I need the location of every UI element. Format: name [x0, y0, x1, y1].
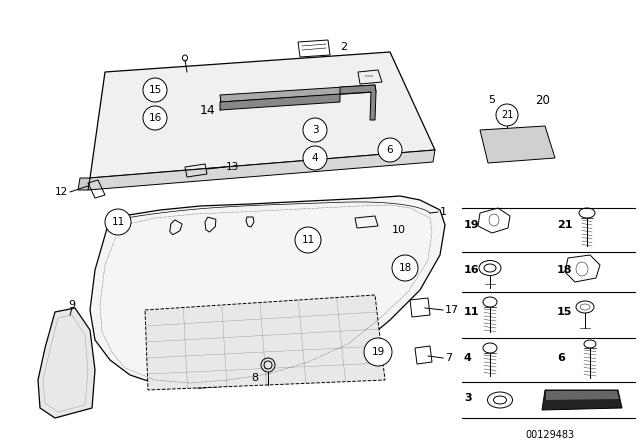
Circle shape [143, 106, 167, 130]
Text: 21: 21 [501, 110, 513, 120]
Text: 20: 20 [535, 94, 550, 107]
Text: 16: 16 [464, 265, 479, 275]
Text: 17: 17 [445, 305, 459, 315]
Text: 15: 15 [557, 307, 572, 317]
Text: 18: 18 [398, 263, 412, 273]
Text: 13: 13 [226, 162, 239, 172]
Text: 8: 8 [251, 373, 258, 383]
Polygon shape [220, 85, 376, 102]
Text: 3: 3 [464, 393, 472, 403]
Text: 5: 5 [488, 95, 495, 105]
Text: 3: 3 [312, 125, 318, 135]
Circle shape [378, 138, 402, 162]
Polygon shape [145, 295, 385, 390]
Polygon shape [340, 85, 376, 120]
Polygon shape [78, 178, 90, 190]
Circle shape [392, 255, 418, 281]
Text: 9: 9 [68, 300, 76, 310]
Text: 19: 19 [371, 347, 385, 357]
Polygon shape [480, 126, 555, 163]
Text: 11: 11 [464, 307, 479, 317]
Text: 1: 1 [440, 207, 447, 217]
Circle shape [496, 104, 518, 126]
Text: 12: 12 [55, 187, 68, 197]
Polygon shape [90, 52, 435, 178]
Text: 7: 7 [445, 353, 452, 363]
Circle shape [303, 146, 327, 170]
Text: 11: 11 [301, 235, 315, 245]
Text: 6: 6 [387, 145, 394, 155]
Circle shape [295, 227, 321, 253]
Polygon shape [88, 150, 435, 190]
Polygon shape [546, 391, 619, 400]
Text: 2: 2 [340, 42, 347, 52]
Text: 11: 11 [111, 217, 125, 227]
Circle shape [303, 118, 327, 142]
Circle shape [143, 78, 167, 102]
Text: 16: 16 [148, 113, 162, 123]
Text: 19: 19 [464, 220, 479, 230]
Circle shape [105, 209, 131, 235]
Text: 4: 4 [312, 153, 318, 163]
Text: 00129483: 00129483 [525, 430, 575, 440]
Polygon shape [38, 308, 95, 418]
Polygon shape [220, 94, 340, 110]
Text: 21: 21 [557, 220, 573, 230]
Text: 14: 14 [200, 103, 216, 116]
Polygon shape [90, 196, 445, 388]
Text: 18: 18 [557, 265, 573, 275]
Text: 15: 15 [148, 85, 162, 95]
Polygon shape [542, 390, 622, 410]
Text: 4: 4 [464, 353, 472, 363]
Text: 6: 6 [557, 353, 565, 363]
Text: 10: 10 [392, 225, 406, 235]
Circle shape [364, 338, 392, 366]
